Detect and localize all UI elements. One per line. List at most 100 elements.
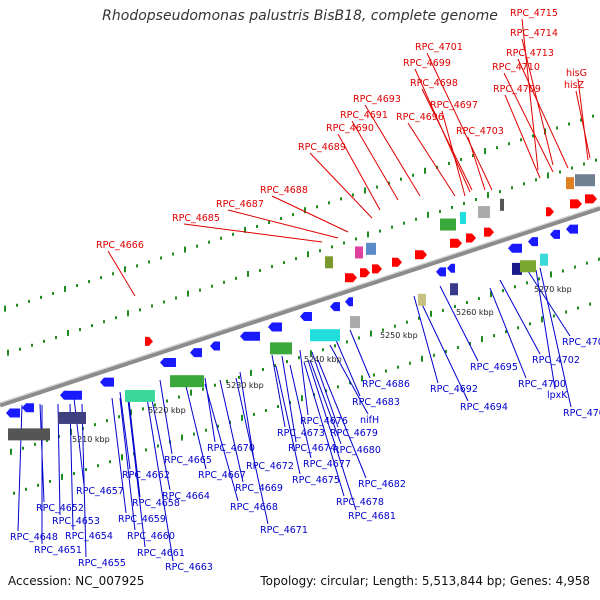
tick-mark bbox=[175, 296, 177, 300]
gene-label-top: RPC_4666 bbox=[96, 240, 144, 251]
gene-label-bottom: RPC_4675 bbox=[292, 475, 340, 486]
tick-mark bbox=[553, 314, 555, 318]
leader-line bbox=[289, 364, 312, 459]
gene-label-bottom: RPC_4657 bbox=[76, 486, 124, 497]
forward-gene bbox=[450, 238, 462, 248]
gene-label-bottom: RPC_4686 bbox=[362, 379, 410, 390]
reverse-gene bbox=[436, 267, 446, 277]
tick-mark bbox=[541, 316, 543, 323]
forward-gene bbox=[466, 233, 476, 243]
tick-mark bbox=[73, 472, 75, 476]
tick-mark bbox=[364, 187, 366, 194]
tick-mark bbox=[109, 460, 111, 464]
leader-line bbox=[145, 391, 174, 562]
gene-label-bottom: RPC_4671 bbox=[260, 525, 308, 536]
tick-mark bbox=[376, 185, 378, 189]
tick-mark bbox=[25, 487, 27, 491]
leader-line bbox=[204, 383, 239, 502]
genome-backbone bbox=[0, 205, 600, 408]
leader-line bbox=[183, 223, 323, 243]
tick-mark bbox=[250, 369, 252, 376]
gene-block bbox=[512, 262, 522, 275]
tick-mark bbox=[595, 158, 597, 162]
gene-label-bottom: RPC_4683 bbox=[352, 397, 400, 408]
leader-line bbox=[575, 90, 591, 159]
forward-gene bbox=[372, 264, 382, 274]
leader-line bbox=[503, 72, 554, 173]
leader-line bbox=[127, 391, 141, 498]
tick-mark bbox=[235, 276, 237, 280]
reverse-gene bbox=[268, 322, 282, 332]
tick-mark bbox=[328, 201, 330, 205]
tick-mark bbox=[265, 408, 267, 412]
tick-mark bbox=[238, 375, 240, 379]
tick-mark bbox=[412, 173, 414, 177]
tick-mark bbox=[409, 361, 411, 365]
leader-line bbox=[467, 136, 486, 191]
tick-mark bbox=[298, 356, 300, 360]
tick-mark bbox=[241, 414, 243, 421]
leader-line bbox=[407, 122, 456, 197]
tick-mark bbox=[568, 122, 570, 126]
gene-label-top: RPC_4710 bbox=[492, 62, 540, 73]
tick-mark bbox=[202, 387, 204, 391]
gene-block bbox=[170, 375, 204, 388]
leader-line bbox=[111, 397, 127, 514]
scale-label: 5260 kbp bbox=[456, 308, 494, 317]
tick-mark bbox=[43, 339, 45, 343]
gene-label-top: RPC_4696 bbox=[396, 112, 444, 123]
tick-mark bbox=[559, 170, 561, 174]
gene-label-bottom: RPC_4670 bbox=[207, 443, 255, 454]
tick-mark bbox=[550, 271, 552, 278]
tick-mark bbox=[211, 284, 213, 288]
tick-mark bbox=[247, 270, 249, 277]
leader-line bbox=[517, 58, 569, 169]
tick-mark bbox=[352, 193, 354, 197]
tick-mark bbox=[361, 375, 363, 382]
leader-line bbox=[303, 361, 345, 497]
scale-label: 5220 kbp bbox=[148, 406, 186, 415]
tick-mark bbox=[358, 336, 360, 340]
leader-line bbox=[81, 403, 87, 558]
tick-mark bbox=[502, 289, 504, 293]
gene-label-bottom: RPC_4658 bbox=[132, 498, 180, 509]
tick-mark bbox=[181, 434, 183, 441]
tick-mark bbox=[31, 343, 33, 347]
forward-gene bbox=[484, 227, 494, 237]
tick-mark bbox=[433, 353, 435, 357]
reverse-gene bbox=[210, 341, 220, 351]
leader-line bbox=[521, 18, 539, 171]
reverse-gene bbox=[300, 312, 312, 321]
gene-label-top: RPC_4685 bbox=[172, 213, 220, 224]
tick-mark bbox=[106, 419, 108, 423]
gene-label-top: hisG bbox=[566, 68, 587, 79]
tick-mark bbox=[415, 217, 417, 221]
leader-line bbox=[107, 250, 136, 297]
tick-mark bbox=[382, 328, 384, 332]
gene-label-bottom: RPC_4662 bbox=[122, 470, 170, 481]
tick-mark bbox=[145, 448, 147, 452]
gene-label-top: RPC_4713 bbox=[506, 48, 554, 59]
tick-mark bbox=[262, 367, 264, 371]
tick-mark bbox=[397, 365, 399, 369]
tick-mark bbox=[142, 407, 144, 411]
leader-line bbox=[149, 389, 171, 491]
tick-mark bbox=[565, 310, 567, 314]
tick-mark bbox=[571, 166, 573, 170]
tick-mark bbox=[478, 297, 480, 301]
tick-mark bbox=[406, 320, 408, 324]
tick-mark bbox=[277, 405, 279, 409]
tick-mark bbox=[589, 302, 591, 306]
tick-mark bbox=[280, 217, 282, 221]
tick-mark bbox=[118, 415, 120, 419]
reverse-gene bbox=[508, 243, 522, 253]
tick-mark bbox=[316, 205, 318, 209]
tick-mark bbox=[205, 428, 207, 432]
tick-mark bbox=[460, 157, 462, 161]
tick-mark bbox=[577, 306, 579, 310]
tick-mark bbox=[556, 126, 558, 130]
leader-lines bbox=[17, 18, 591, 562]
gene-label-bottom: RPC_4673 bbox=[277, 428, 325, 439]
tick-mark bbox=[343, 241, 345, 245]
leader-line bbox=[307, 359, 357, 511]
